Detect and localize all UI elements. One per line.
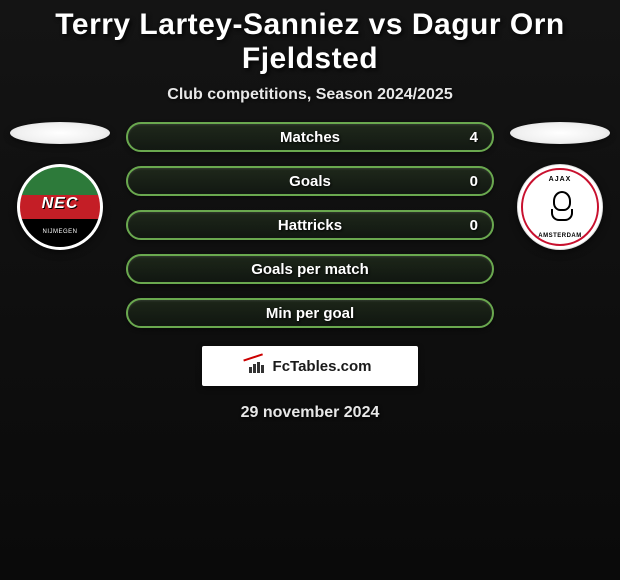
nec-badge-sub: NIJMEGEN (42, 229, 77, 235)
nec-badge-text: NEC (42, 195, 79, 213)
subtitle: Club competitions, Season 2024/2025 (0, 78, 620, 122)
stat-value-right: 0 (470, 217, 478, 234)
stat-label: Goals (289, 173, 331, 190)
comparison-card: Terry Lartey-Sanniez vs Dagur Orn Fjelds… (0, 0, 620, 580)
club-badge-left: NEC NIJMEGEN (17, 164, 103, 250)
stat-label: Min per goal (266, 305, 354, 322)
brand-badge[interactable]: FcTables.com (202, 346, 418, 386)
page-title: Terry Lartey-Sanniez vs Dagur Orn Fjelds… (0, 0, 620, 78)
stat-bar-mpg: Min per goal (126, 298, 494, 328)
stat-label: Goals per match (251, 261, 369, 278)
player-right-placeholder (510, 122, 610, 144)
stat-bar-goals: Goals 0 (126, 166, 494, 196)
chart-icon (249, 359, 267, 373)
right-column: AJAX AMSTERDAM (510, 122, 610, 250)
club-badge-right: AJAX AMSTERDAM (517, 164, 603, 250)
brand-text: FcTables.com (273, 358, 372, 375)
ajax-badge-sub: AMSTERDAM (538, 233, 582, 239)
stat-label: Matches (280, 129, 340, 146)
stat-bar-matches: Matches 4 (126, 122, 494, 152)
left-column: NEC NIJMEGEN (10, 122, 110, 250)
main-row: NEC NIJMEGEN Matches 4 Goals 0 Hattricks… (0, 122, 620, 328)
stats-column: Matches 4 Goals 0 Hattricks 0 Goals per … (110, 122, 510, 328)
footer-date: 29 november 2024 (0, 386, 620, 422)
ajax-head-icon (545, 189, 575, 225)
player-left-placeholder (10, 122, 110, 144)
stat-bar-gpm: Goals per match (126, 254, 494, 284)
stat-bar-hattricks: Hattricks 0 (126, 210, 494, 240)
nec-badge-inner: NEC NIJMEGEN (20, 167, 100, 247)
ajax-badge-text: AJAX (549, 176, 572, 183)
stat-value-right: 0 (470, 173, 478, 190)
stat-value-right: 4 (470, 129, 478, 146)
ajax-badge-inner: AJAX AMSTERDAM (521, 168, 599, 246)
stat-label: Hattricks (278, 217, 342, 234)
